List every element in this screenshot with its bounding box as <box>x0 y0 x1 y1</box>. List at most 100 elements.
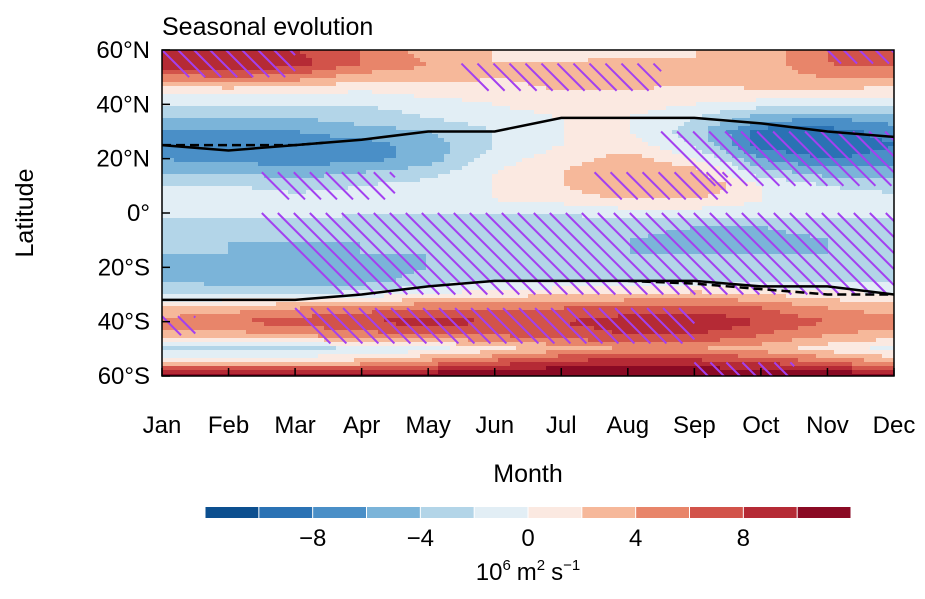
field-cell <box>558 90 565 95</box>
field-cell <box>762 94 769 99</box>
field-cell <box>408 210 415 215</box>
field-cell <box>492 102 499 107</box>
field-cell <box>456 142 463 147</box>
field-cell <box>366 170 373 175</box>
field-cell <box>516 54 523 59</box>
field-cell <box>486 198 493 203</box>
field-cell <box>630 198 637 203</box>
field-cell <box>300 150 307 155</box>
field-cell <box>162 62 169 67</box>
field-cell <box>258 182 265 187</box>
field-cell <box>750 106 757 111</box>
field-cell <box>270 70 277 75</box>
field-cell <box>354 90 361 95</box>
field-cell <box>372 150 379 155</box>
field-cell <box>570 134 577 139</box>
field-cell <box>474 210 481 215</box>
field-cell <box>768 102 775 107</box>
field-cell <box>864 106 871 111</box>
field-cell <box>396 126 403 131</box>
field-cell <box>264 154 271 159</box>
field-cell <box>840 198 847 203</box>
field-cell <box>216 170 223 175</box>
field-cell <box>684 102 691 107</box>
field-cell <box>384 62 391 67</box>
field-cell <box>642 74 649 79</box>
field-cell <box>660 122 667 127</box>
field-cell <box>204 126 211 131</box>
field-cell <box>846 126 853 131</box>
field-cell <box>516 74 523 79</box>
field-cell <box>348 170 355 175</box>
field-cell <box>810 106 817 111</box>
field-cell <box>180 102 187 107</box>
field-cell <box>798 202 805 207</box>
field-cell <box>270 66 277 71</box>
field-cell <box>474 150 481 155</box>
field-cell <box>702 162 709 167</box>
field-cell <box>744 158 751 163</box>
field-cell <box>372 106 379 111</box>
field-cell <box>450 194 457 199</box>
field-cell <box>708 210 715 215</box>
field-cell <box>666 62 673 67</box>
field-cell <box>570 146 577 151</box>
field-cell <box>546 146 553 151</box>
field-cell <box>720 58 727 63</box>
field-cell <box>546 50 553 55</box>
field-cell <box>714 190 721 195</box>
field-cell <box>252 90 259 95</box>
field-cell <box>540 94 547 99</box>
field-cell <box>192 138 199 143</box>
field-cell <box>372 98 379 103</box>
field-cell <box>384 66 391 71</box>
field-cell <box>546 162 553 167</box>
field-cell <box>390 170 397 175</box>
field-cell <box>360 70 367 75</box>
field-cell <box>216 198 223 203</box>
field-cell <box>438 194 445 199</box>
field-cell <box>642 126 649 131</box>
field-cell <box>372 66 379 71</box>
field-cell <box>678 58 685 63</box>
field-cell <box>732 182 739 187</box>
field-cell <box>450 150 457 155</box>
field-cell <box>384 114 391 119</box>
field-cell <box>378 66 385 71</box>
field-cell <box>858 110 865 115</box>
field-cell <box>750 130 757 135</box>
field-cell <box>210 162 217 167</box>
field-cell <box>612 130 619 135</box>
field-cell <box>828 50 835 55</box>
field-cell <box>612 90 619 95</box>
field-cell <box>450 86 457 91</box>
field-cell <box>348 54 355 59</box>
field-cell <box>852 98 859 103</box>
field-cell <box>252 58 259 63</box>
field-cell <box>768 198 775 203</box>
field-cell <box>384 78 391 83</box>
field-cell <box>528 174 535 179</box>
field-cell <box>246 130 253 135</box>
field-cell <box>492 106 499 111</box>
field-cell <box>510 146 517 151</box>
field-cell <box>594 162 601 167</box>
field-cell <box>822 78 829 83</box>
field-cell <box>252 110 259 115</box>
field-cell <box>318 170 325 175</box>
field-cell <box>426 82 433 87</box>
field-cell <box>462 90 469 95</box>
field-cell <box>252 114 259 119</box>
field-cell <box>702 118 709 123</box>
field-cell <box>834 114 841 119</box>
field-cell <box>288 178 295 183</box>
field-cell <box>384 106 391 111</box>
field-cell <box>834 150 841 155</box>
field-cell <box>684 66 691 71</box>
field-cell <box>570 166 577 171</box>
field-cell <box>504 66 511 71</box>
field-cell <box>162 178 169 183</box>
field-cell <box>408 54 415 59</box>
field-cell <box>462 170 469 175</box>
field-cell <box>762 190 769 195</box>
